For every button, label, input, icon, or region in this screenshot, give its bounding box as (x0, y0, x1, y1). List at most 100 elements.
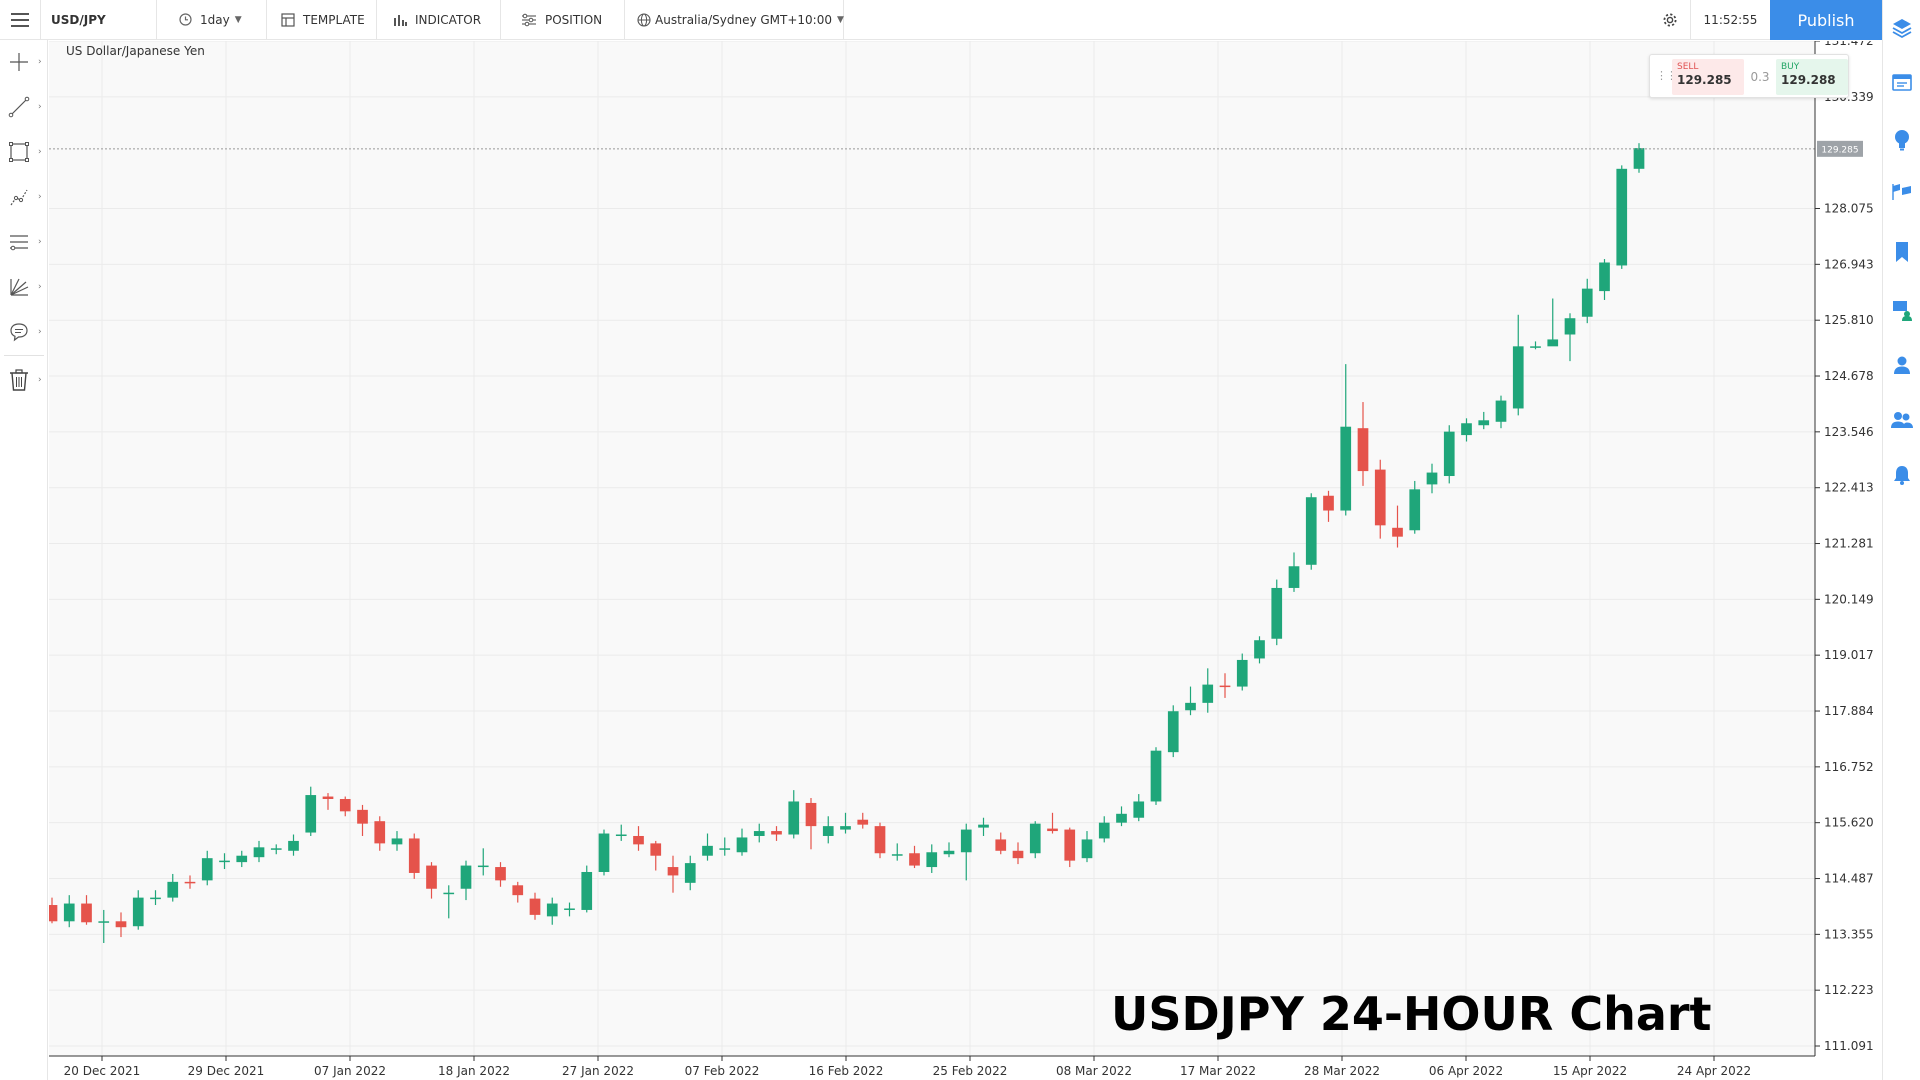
chart-subtitle: US Dollar/Japanese Yen (66, 44, 205, 58)
candle-body (322, 796, 334, 800)
globe-icon (637, 12, 651, 27)
candle-body (1047, 828, 1058, 832)
crosshair-tool[interactable]: › (0, 40, 48, 84)
trend-line-tool[interactable]: › (0, 85, 48, 129)
current-price-tag (1817, 140, 1863, 157)
template-button[interactable]: TEMPLATE (266, 0, 376, 40)
candle-body (1616, 168, 1628, 266)
monitor-user-icon (1893, 301, 1912, 321)
drag-handle-icon[interactable]: ⋮⋮ (1656, 69, 1677, 82)
position-label: POSITION (545, 12, 603, 27)
candle-body (49, 905, 58, 922)
position-button[interactable]: POSITION (500, 0, 624, 40)
toolbar-divider (4, 355, 44, 356)
clock-time: 11:52:55 (1703, 13, 1758, 27)
candle-body (1012, 850, 1024, 859)
candle-body (1305, 497, 1317, 565)
candle-body (650, 843, 662, 856)
hamburger-menu-button[interactable] (0, 0, 40, 40)
x-tick-label: 07 Feb 2022 (685, 1064, 760, 1078)
candle-body (529, 898, 541, 915)
chevron-right-icon: › (38, 327, 42, 337)
candle-body (477, 865, 489, 868)
chevron-down-icon: ▼ (836, 14, 844, 25)
candle-body (840, 826, 851, 830)
path-tool[interactable]: › (0, 175, 48, 219)
candle-body (1323, 495, 1334, 511)
pitchfork-tool[interactable]: › (0, 265, 48, 309)
candle-body (391, 838, 403, 845)
candle-body (1443, 431, 1455, 477)
calendar-button[interactable] (1883, 62, 1920, 102)
candle-body (771, 831, 782, 835)
candle-body (1564, 318, 1576, 335)
candle-body (1236, 659, 1248, 687)
drawing-toolbar: › › › › › › › › (0, 40, 48, 1080)
comment-tool[interactable]: › (0, 310, 48, 354)
chart-area[interactable]: 131.472 130.339 128.075 126.943 125.810 124.6… (49, 41, 1882, 1080)
trend-line-icon (8, 96, 30, 118)
candle-body (1064, 829, 1076, 861)
community-button[interactable] (1883, 400, 1920, 440)
chevron-right-icon: › (38, 375, 42, 385)
candle-body (909, 853, 920, 866)
layers-button[interactable] (1883, 8, 1920, 48)
candle-body (426, 865, 437, 889)
candle-body (236, 855, 248, 863)
comment-icon (10, 323, 28, 342)
candle-body (167, 881, 179, 898)
timezone-dropdown[interactable]: Australia/Sydney GMT+10:00 ▼ (624, 0, 844, 40)
flags-button[interactable] (1883, 172, 1920, 212)
x-tick-label: 17 Mar 2022 (1180, 1064, 1256, 1078)
sell-button[interactable]: SELL 129.285 (1672, 59, 1744, 95)
timeframe-label: 1day (200, 12, 230, 27)
candle-body (633, 835, 644, 845)
bookmark-button[interactable] (1883, 232, 1920, 272)
x-tick-label: 07 Jan 2022 (314, 1064, 386, 1078)
monitor-user-button[interactable] (1883, 290, 1920, 330)
chevron-right-icon: › (38, 147, 42, 157)
template-icon (281, 12, 295, 27)
candle-body (150, 897, 161, 900)
candle-body (1478, 420, 1490, 426)
rectangle-tool[interactable]: › (0, 130, 48, 174)
y-tick-label: 113.355 (1824, 927, 1874, 941)
x-tick-label: 29 Dec 2021 (188, 1064, 265, 1078)
buy-button[interactable]: BUY 129.288 (1776, 59, 1848, 95)
candle-body (495, 867, 506, 881)
candle-body (1254, 640, 1265, 659)
publish-button[interactable]: Publish (1770, 0, 1882, 40)
candle-body (1633, 148, 1645, 169)
fib-lines-tool[interactable]: › (0, 220, 48, 264)
candle-body (788, 801, 800, 835)
plot-background (49, 41, 1815, 1056)
chart-title-overlay: USDJPY 24-HOUR Chart (1111, 987, 1712, 1041)
y-tick-label: 123.546 (1824, 425, 1874, 439)
users-icon (1891, 412, 1913, 428)
x-tick-label: 06 Apr 2022 (1429, 1064, 1503, 1078)
user-button[interactable] (1883, 345, 1920, 385)
candle-body (857, 819, 869, 825)
clock-icon (179, 13, 192, 26)
candle-body (201, 858, 213, 881)
candlestick-chart[interactable]: 131.472130.339128.075126.943125.810124.6… (49, 41, 1882, 1080)
symbol-selector[interactable]: USD/JPY (40, 0, 156, 40)
candle-body (460, 865, 472, 889)
candle-body (1340, 426, 1352, 511)
candle-body (891, 854, 903, 856)
delete-tool[interactable]: › (0, 358, 48, 402)
alerts-button[interactable] (1883, 455, 1920, 495)
buy-price: 129.288 (1781, 73, 1836, 87)
y-tick-label: 122.413 (1824, 481, 1874, 495)
y-tick-label: 112.223 (1824, 983, 1874, 997)
position-icon (521, 13, 537, 27)
candle-body (581, 871, 593, 910)
settings-button[interactable] (1650, 0, 1690, 40)
indicator-button[interactable]: INDICATOR (376, 0, 500, 40)
candle-body (564, 908, 575, 910)
timeframe-dropdown[interactable]: 1day ▼ (156, 0, 266, 40)
ideas-button[interactable] (1883, 120, 1920, 160)
candle-body (753, 831, 765, 836)
x-tick-label: 15 Apr 2022 (1553, 1064, 1627, 1078)
layers-icon (1892, 19, 1912, 39)
